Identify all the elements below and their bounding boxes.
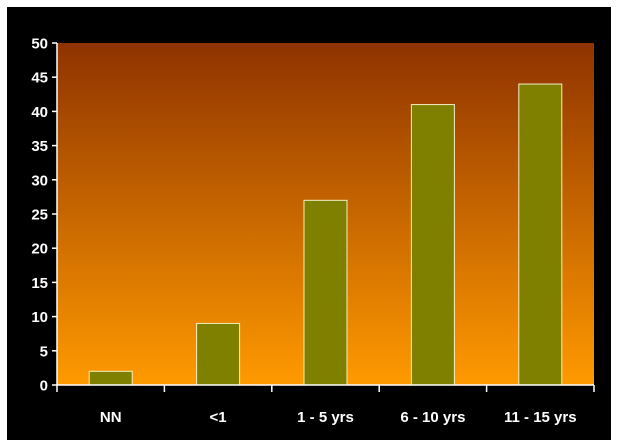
y-tick-label: 40 bbox=[31, 104, 48, 121]
y-tick-label: 20 bbox=[31, 241, 48, 258]
x-tick-label: 1 - 5 yrs bbox=[297, 409, 354, 426]
bar bbox=[303, 199, 348, 386]
y-tick-label: 5 bbox=[40, 343, 48, 360]
y-ticks-group: 0 5 10 15 20 25 30 35 40 45 50 bbox=[31, 36, 57, 395]
bars-group bbox=[88, 83, 563, 386]
y-tick-label: 10 bbox=[31, 309, 48, 326]
x-ticks-group: NN <1 1 - 5 yrs 6 - 10 yrs 11 - 15 yrs bbox=[56, 385, 595, 426]
y-tick-label: 50 bbox=[31, 36, 48, 53]
x-tick-label: 6 - 10 yrs bbox=[400, 409, 465, 426]
bar bbox=[410, 104, 455, 386]
y-tick-label: 45 bbox=[31, 70, 48, 87]
bar bbox=[518, 83, 563, 386]
y-tick-label: 35 bbox=[31, 138, 48, 155]
bar bbox=[196, 322, 241, 386]
y-tick-label: 30 bbox=[31, 172, 48, 189]
y-tick-label: 25 bbox=[31, 207, 48, 224]
y-tick-label: 15 bbox=[31, 275, 48, 292]
x-tick-label: NN bbox=[100, 409, 122, 426]
x-tick-label: <1 bbox=[210, 409, 227, 426]
bar bbox=[88, 370, 133, 386]
y-tick-label: 0 bbox=[40, 378, 48, 395]
x-tick-label: 11 - 15 yrs bbox=[504, 409, 577, 426]
